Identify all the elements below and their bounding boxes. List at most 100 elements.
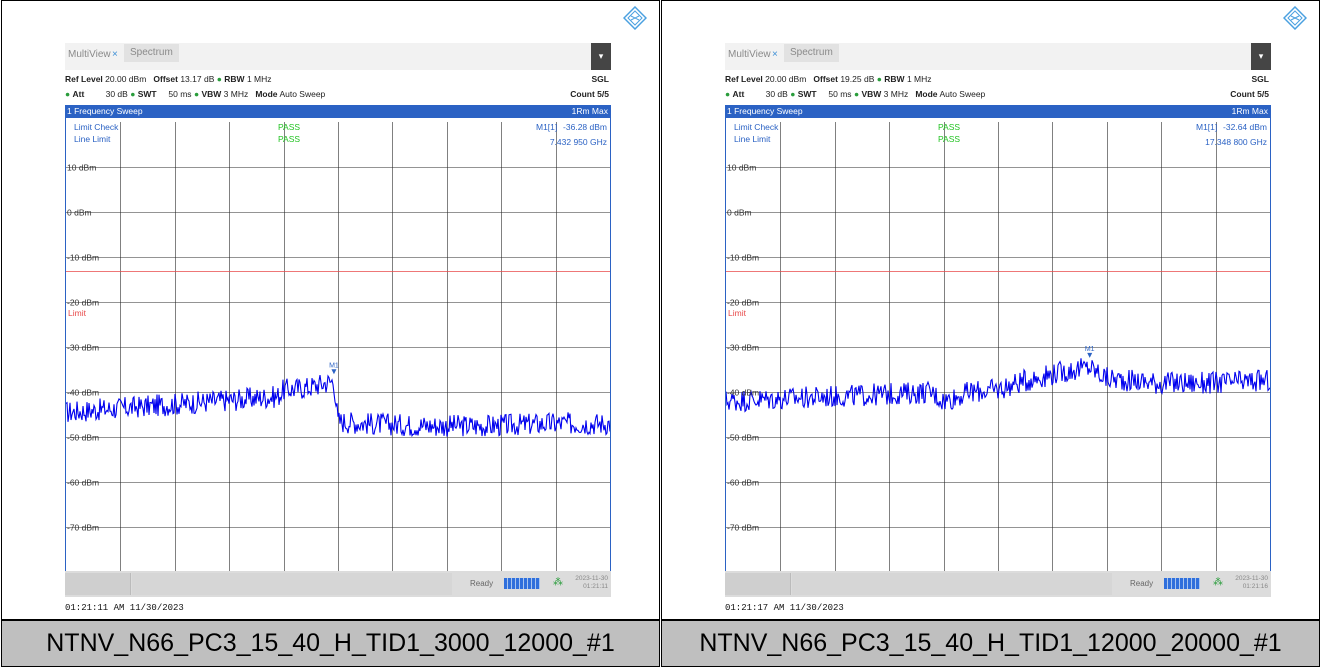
coupled-dot-icon: ● (853, 89, 860, 99)
rbw-value: 1 MHz (246, 74, 272, 84)
chevron-down-icon[interactable]: ▾ (1251, 43, 1271, 70)
close-tab-icon[interactable]: × (112, 49, 118, 60)
marker-frequency: 7.432 950 GHz (550, 137, 607, 147)
progress-indicator (504, 578, 540, 589)
mode-label: Mode (915, 89, 938, 99)
vbw-value: 3 MHz (223, 89, 249, 99)
y-tick-label: -70 dBm (67, 523, 99, 533)
coupled-dot-icon: ● (65, 89, 71, 99)
coupled-dot-icon: ● (790, 89, 796, 99)
sgl-indicator: SGL (1251, 74, 1269, 84)
vbw-label: VBW (861, 89, 882, 99)
capture-timestamp: 01:21:11 AM 11/30/2023 (65, 603, 184, 613)
marker-frequency: 17.348 800 GHz (1205, 137, 1267, 147)
tab-spectrum[interactable]: Spectrum (784, 44, 839, 62)
trace-mode: 1Rm Max (1231, 106, 1268, 116)
line-limit-result: PASS (938, 134, 960, 144)
mode-label: Mode (255, 89, 278, 99)
swt-label: SWT (797, 89, 817, 99)
rbw-label: RBW (224, 74, 245, 84)
rbw-label: RBW (884, 74, 905, 84)
status-bar: Ready ⁂ 2023-11-30 01:21:11 (65, 571, 611, 597)
tab-multiview[interactable]: MultiView (728, 49, 771, 60)
coupled-dot-icon: ● (193, 89, 200, 99)
att-value: 30 dB (765, 89, 788, 99)
caption-right: NTNV_N66_PC3_15_40_H_TID1_12000_20000_#1 (661, 620, 1320, 667)
spectrum-plot[interactable]: Limit Check Line Limit PASS PASS M1[1] -… (65, 117, 611, 588)
network-icon: ⁂ (1213, 577, 1223, 588)
y-tick-label: -70 dBm (727, 523, 759, 533)
spectrum-trace (66, 374, 610, 438)
y-tick-label: -30 dBm (67, 343, 99, 353)
offset-label: Offset (813, 74, 838, 84)
y-tick-label: -40 dBm (727, 388, 759, 398)
limit-line-label: Limit (68, 308, 87, 318)
y-tick-label: -40 dBm (67, 388, 99, 398)
y-tick-label: -20 dBm (67, 298, 99, 308)
sweep-count: Count 5/5 (1230, 89, 1269, 99)
settings-row-1: Ref Level 20.00 dBm Offset 13.17 dB ● RB… (65, 74, 611, 87)
tab-bar: MultiView × Spectrum ▾ (725, 43, 1271, 70)
capture-timestamp: 01:21:17 AM 11/30/2023 (725, 603, 844, 613)
y-tick-label: -50 dBm (67, 433, 99, 443)
rohde-schwarz-logo-icon (623, 6, 647, 30)
y-tick-label: 0 dBm (67, 208, 92, 218)
settings-row-2: ● Att 30 dB ● SWT 50 ms ● VBW 3 MHz Mode… (65, 89, 611, 102)
chevron-down-icon[interactable]: ▾ (591, 43, 611, 70)
marker-tag: M1 (329, 362, 339, 369)
y-tick-label: 0 dBm (727, 208, 752, 218)
swt-label: SWT (137, 89, 157, 99)
line-limit-label: Line Limit (734, 134, 771, 144)
grid-and-trace (66, 122, 610, 572)
analyzer-screen: MultiView × Spectrum ▾ Ref Level 20.00 d… (725, 43, 1271, 597)
close-tab-icon[interactable]: × (772, 49, 778, 60)
sweep-title: 1 Frequency Sweep (727, 106, 803, 116)
ref-level-value: 20.00 dBm (765, 74, 807, 84)
y-tick-label: -10 dBm (727, 253, 759, 263)
coupled-dot-icon: ● (876, 74, 882, 84)
rohde-schwarz-logo-icon (1283, 6, 1307, 30)
offset-value: 19.25 dB (840, 74, 875, 84)
right-screenshot-cell: MultiView × Spectrum ▾ Ref Level 20.00 d… (661, 0, 1320, 620)
mode-value: Auto Sweep (279, 89, 326, 99)
sgl-indicator: SGL (591, 74, 609, 84)
limit-check-label: Limit Check (74, 122, 119, 132)
status-time: 01:21:11 (583, 583, 608, 590)
y-tick-label: -50 dBm (727, 433, 759, 443)
status-segment[interactable] (792, 573, 1112, 595)
progress-indicator (1164, 578, 1200, 589)
tab-bar: MultiView × Spectrum ▾ (65, 43, 611, 70)
att-label: Att (732, 89, 745, 99)
marker-level: -32.64 dBm (1223, 122, 1267, 132)
status-segment[interactable] (725, 573, 791, 595)
swt-value: 50 ms (168, 89, 192, 99)
analyzer-screen: MultiView × Spectrum ▾ Ref Level 20.00 d… (65, 43, 611, 597)
line-limit-result: PASS (278, 134, 300, 144)
status-segment[interactable] (65, 573, 131, 595)
limit-line-label: Limit (728, 308, 747, 318)
status-ready: Ready (1130, 579, 1154, 588)
spectrum-plot[interactable]: Limit Check Line Limit PASS PASS M1[1] -… (725, 117, 1271, 588)
marker-label: M1[1] (1196, 122, 1217, 132)
ref-level-label: Ref Level (65, 74, 103, 84)
tab-multiview[interactable]: MultiView (68, 49, 111, 60)
grid-and-trace (726, 122, 1270, 572)
y-tick-label: -10 dBm (67, 253, 99, 263)
sweep-title-bar[interactable]: 1 Frequency Sweep 1Rm Max (725, 105, 1271, 117)
mode-value: Auto Sweep (939, 89, 986, 99)
tab-spectrum[interactable]: Spectrum (124, 44, 179, 62)
y-tick-label: 10 dBm (727, 163, 756, 173)
sweep-title-bar[interactable]: 1 Frequency Sweep 1Rm Max (65, 105, 611, 117)
settings-row-2: ● Att 30 dB ● SWT 50 ms ● VBW 3 MHz Mode… (725, 89, 1271, 102)
ref-level-label: Ref Level (725, 74, 763, 84)
vbw-value: 3 MHz (883, 89, 909, 99)
marker-triangle-icon (1087, 352, 1093, 358)
att-label: Att (72, 89, 85, 99)
y-tick-label: -20 dBm (727, 298, 759, 308)
marker-level: -36.28 dBm (563, 122, 607, 132)
marker-tag: M1 (1085, 346, 1095, 353)
spectrum-chart: Limit Check Line Limit PASS PASS M1[1] -… (66, 122, 610, 584)
status-segment[interactable] (132, 573, 452, 595)
coupled-dot-icon: ● (725, 89, 731, 99)
coupled-dot-icon: ● (130, 89, 136, 99)
